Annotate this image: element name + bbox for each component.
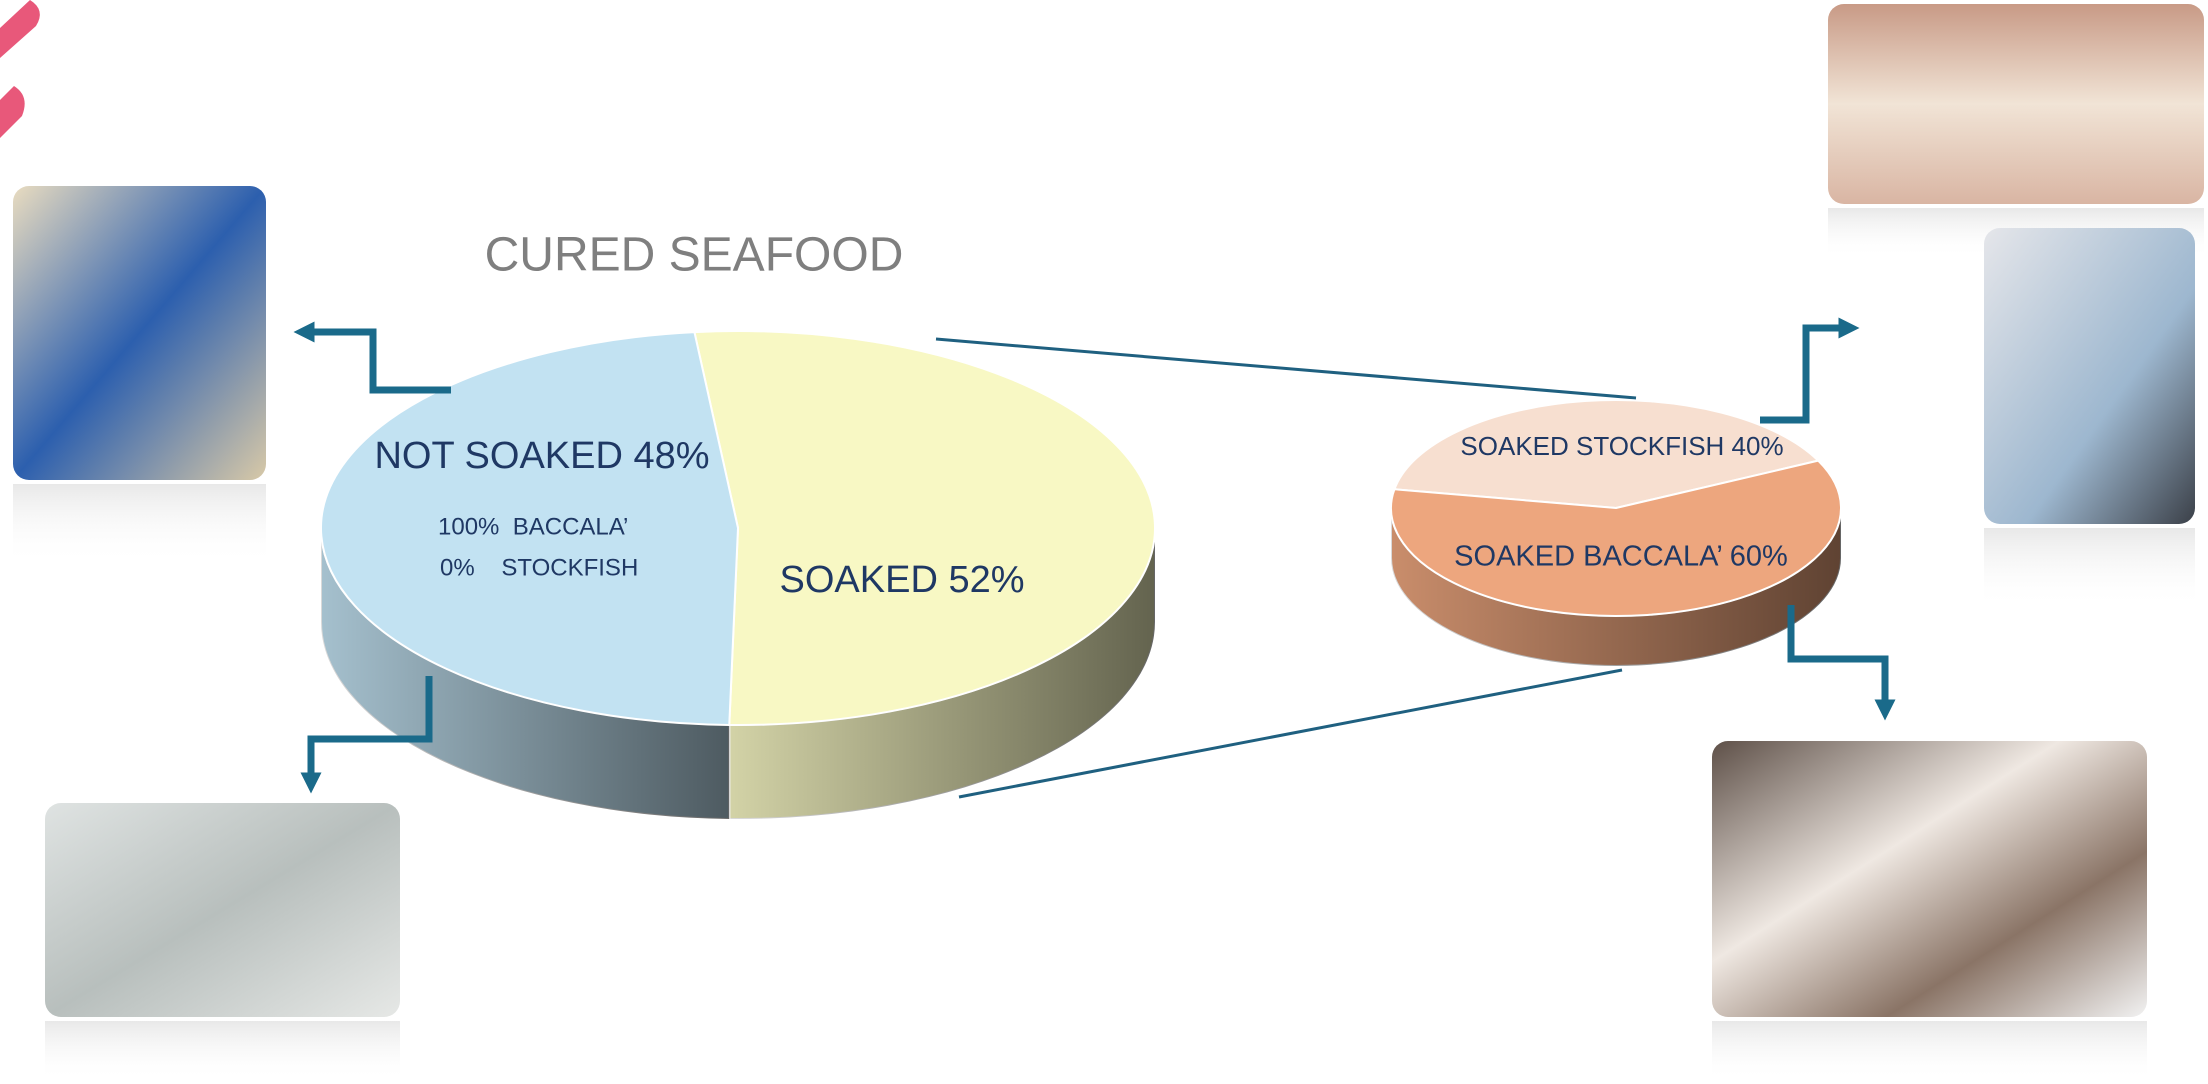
connector-line [935, 337, 1637, 400]
chart-title: CURED SEAFOOD [485, 229, 904, 282]
pie-side-shade [321, 528, 730, 819]
pies [319, 330, 1842, 820]
photo-reflection [1984, 528, 2195, 608]
pie-side-shade [729, 528, 1155, 819]
annotation: 100% BACCALA’ [438, 513, 628, 540]
arrow [1787, 605, 1896, 721]
slice-label: SOAKED 52% [780, 559, 1025, 601]
photo [1712, 741, 2147, 1017]
slice-label: SOAKED BACCALA’ 60% [1454, 541, 1788, 573]
arrow [293, 321, 451, 394]
photo-reflection [13, 484, 266, 564]
pie-slice [319, 331, 740, 726]
slice-label: SOAKED STOCKFISH 40% [1460, 431, 1783, 461]
arrows [293, 317, 1896, 794]
connectors [935, 337, 1637, 799]
decor-shape [0, 86, 25, 138]
decor-shape [0, 0, 40, 58]
photo [13, 186, 266, 480]
connector-line [958, 668, 1623, 799]
pie-side-shade [1391, 508, 1841, 666]
annotation: 0% STOCKFISH [440, 554, 638, 581]
pie-slice [1390, 459, 1842, 617]
pie-slice [1393, 399, 1821, 510]
arrow [300, 676, 433, 794]
photo [1984, 228, 2195, 524]
photo-reflection [1712, 1021, 2147, 1081]
photo-reflection [45, 1021, 400, 1081]
slice-label: NOT SOAKED 48% [374, 435, 709, 477]
photo [45, 803, 400, 1017]
photos [13, 4, 2204, 1081]
photo [1828, 4, 2204, 204]
pie-slice [693, 330, 1156, 726]
arrow [1760, 317, 1860, 424]
